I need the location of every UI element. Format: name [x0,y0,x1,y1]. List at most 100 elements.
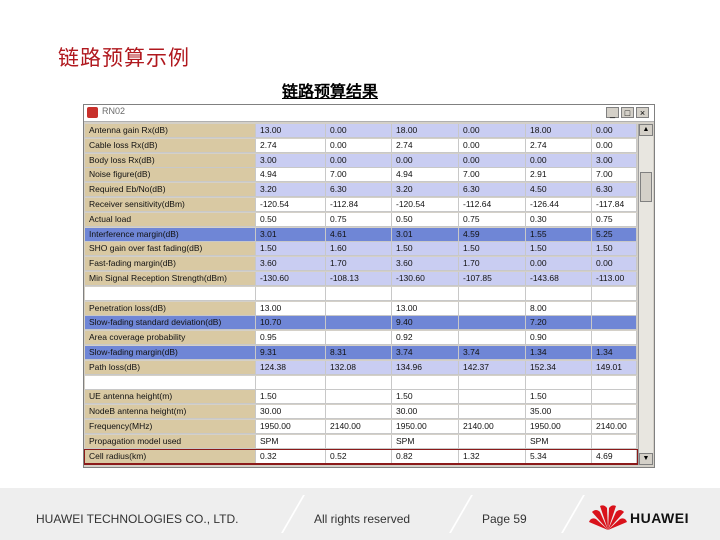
table-row[interactable]: Slow-fading margin(dB) 9.31 8.31 3.74 3.74 1.… [85,346,637,360]
table-cell[interactable]: 4.50 [526,183,592,197]
table-cell[interactable]: 0.00 [459,153,526,167]
table-cell[interactable]: 13.00 [256,124,326,137]
table-cell[interactable]: 1.50 [392,242,459,256]
table-cell[interactable] [592,390,637,404]
table-row[interactable]: Min Signal Reception Strength(dBm) -130.6… [85,272,637,286]
table-cell[interactable]: 3.60 [392,257,459,271]
table-row[interactable]: Actual load 0.50 0.75 0.50 0.75 0.30 0.75 [85,212,637,227]
table-cell[interactable]: 3.60 [256,257,326,271]
table-cell[interactable]: 4.94 [392,168,459,182]
table-cell[interactable]: 0.50 [256,212,326,226]
table-cell[interactable] [592,375,637,389]
table-cell[interactable] [459,301,526,315]
table-row[interactable]: Fast-fading margin(dB) 3.60 1.70 3.60 1.70 0.… [85,257,637,272]
table-cell[interactable]: 0.00 [459,124,526,137]
table-cell[interactable]: 1.50 [256,390,326,404]
table-cell[interactable]: 0.00 [326,153,392,167]
table-cell[interactable]: 4.61 [326,227,392,241]
table-cell[interactable]: 10.70 [256,316,326,330]
table-cell[interactable]: 0.95 [256,331,326,345]
table-cell[interactable]: 30.00 [256,405,326,419]
table-cell[interactable]: 0.52 [326,449,392,463]
table-cell[interactable]: -126.44 [526,198,592,211]
table-cell[interactable]: -108.13 [326,272,392,285]
table-cell[interactable]: 8.31 [326,346,392,359]
table-cell[interactable] [526,375,592,389]
table-cell[interactable]: 0.00 [592,138,637,152]
table-cell[interactable]: 1.50 [526,390,592,404]
table-cell[interactable]: 1950.00 [392,420,459,433]
table-cell[interactable]: 0.00 [326,124,392,137]
table-cell[interactable]: 6.30 [326,183,392,197]
table-cell[interactable] [592,331,637,345]
table-cell[interactable]: 152.34 [526,360,592,374]
table-cell[interactable]: 0.00 [526,153,592,167]
table-cell[interactable]: 7.00 [326,168,392,182]
table-cell[interactable]: 1950.00 [256,420,326,433]
table-cell[interactable]: 124.38 [256,360,326,374]
table-cell[interactable]: 1.70 [326,257,392,271]
table-cell[interactable]: -143.68 [526,272,592,285]
table-cell[interactable]: 9.31 [256,346,326,359]
table-row[interactable] [85,286,637,301]
table-cell[interactable] [326,405,392,419]
scroll-thumb[interactable] [640,172,652,202]
table-cell[interactable]: -113.00 [592,272,637,285]
table-cell[interactable]: 0.00 [326,138,392,152]
minimize-button[interactable]: _ [606,107,619,118]
table-cell[interactable]: 5.25 [592,227,637,241]
table-cell[interactable]: 1.50 [526,242,592,256]
table-cell[interactable] [459,375,526,389]
table-row[interactable]: Interference margin(dB) 3.01 4.61 3.01 4.59 1… [85,227,637,242]
table-cell[interactable]: 7.00 [592,168,637,182]
table-cell[interactable]: 4.94 [256,168,326,182]
table-row[interactable]: Frequency(MHz) 1950.00 2140.00 1950.00 2140.… [85,420,637,434]
table-row[interactable]: UE antenna height(m) 1.50 1.50 1.50 [85,390,637,405]
table-cell[interactable] [326,331,392,345]
table-cell[interactable]: 7.00 [459,168,526,182]
table-cell[interactable]: 0.00 [392,153,459,167]
table-row[interactable]: SHO gain over fast fading(dB) 1.50 1.60 1.5… [85,242,637,257]
table-cell[interactable] [592,405,637,419]
table-cell[interactable]: 2140.00 [326,420,392,433]
table-row[interactable]: Propagation model used SPM SPM SPM [85,434,637,449]
table-cell[interactable]: 1.55 [526,227,592,241]
window-titlebar[interactable]: RN02 _ □ × [84,105,654,122]
table-cell[interactable]: -120.54 [392,198,459,211]
table-cell[interactable]: 5.34 [526,449,592,463]
table-cell[interactable]: -120.54 [256,198,326,211]
table-cell[interactable] [526,286,592,300]
table-cell[interactable]: 3.20 [256,183,326,197]
table-cell[interactable]: 1.50 [459,242,526,256]
table-cell[interactable]: 1.50 [392,390,459,404]
table-cell[interactable] [459,286,526,300]
table-cell[interactable]: 3.01 [256,227,326,241]
table-cell[interactable]: 0.75 [459,212,526,226]
table-cell[interactable]: 6.30 [592,183,637,197]
table-cell[interactable]: 0.75 [326,212,392,226]
table-cell[interactable] [459,390,526,404]
close-button[interactable]: × [636,107,649,118]
table-cell[interactable]: SPM [392,434,459,448]
table-cell[interactable]: 3.00 [592,153,637,167]
table-cell[interactable]: 2140.00 [592,420,637,433]
table-cell[interactable] [326,286,392,300]
table-cell[interactable]: 0.30 [526,212,592,226]
table-cell[interactable]: 0.00 [592,257,637,271]
table-cell[interactable]: 9.40 [392,316,459,330]
table-cell[interactable]: 132.08 [326,360,392,374]
table-row[interactable]: Area coverage probability 0.95 0.92 0.90 [85,331,637,346]
vertical-scrollbar[interactable]: ▲ ▼ [638,124,653,465]
table-row[interactable]: NodeB antenna height(m) 30.00 30.00 35.00 [85,405,637,420]
table-cell[interactable]: 0.00 [592,124,637,137]
table-cell[interactable] [326,301,392,315]
table-cell[interactable]: 3.74 [392,346,459,359]
table-row[interactable]: Cable loss Rx(dB) 2.74 0.00 2.74 0.00 2.74 0.0… [85,138,637,153]
table-cell[interactable]: -130.60 [256,272,326,285]
table-cell[interactable] [392,375,459,389]
table-cell[interactable] [392,286,459,300]
table-cell[interactable] [326,316,392,330]
table-cell[interactable]: 1950.00 [526,420,592,433]
table-cell[interactable]: 8.00 [526,301,592,315]
table-cell[interactable]: 0.82 [392,449,459,463]
